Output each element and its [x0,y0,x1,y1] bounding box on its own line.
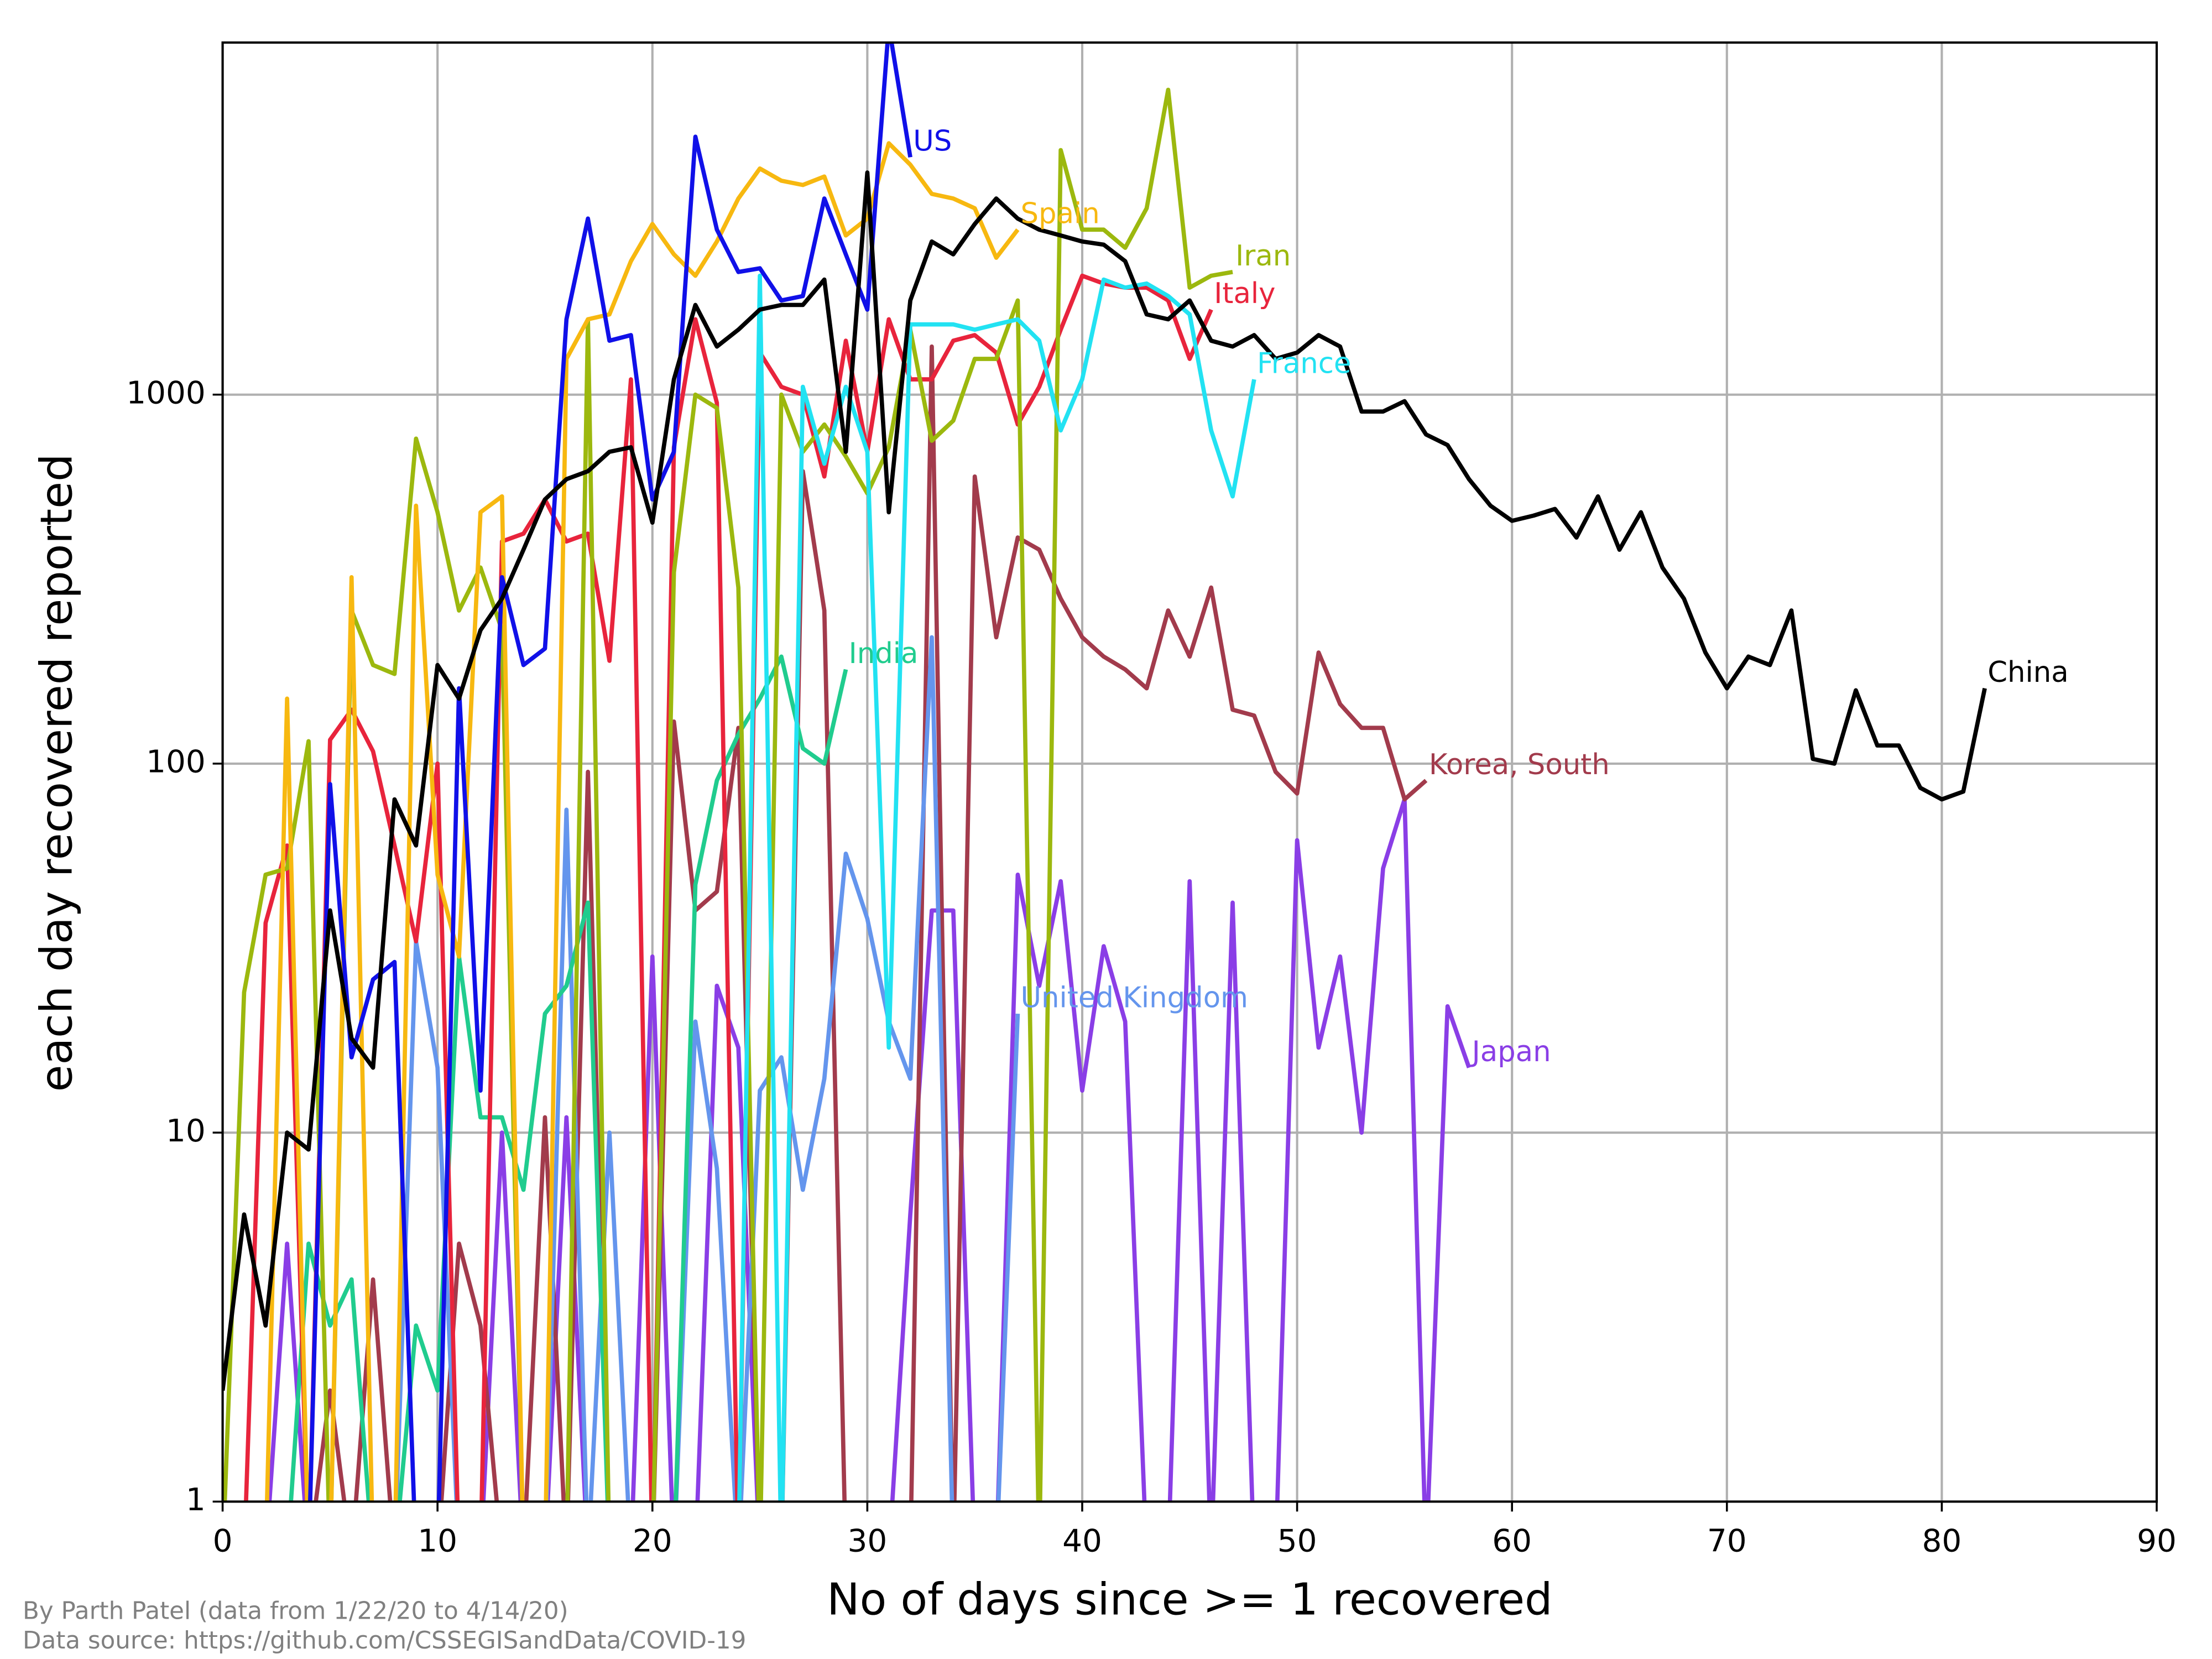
x-tick-label: 70 [1707,1523,1747,1559]
x-tick-label: 0 [213,1523,233,1559]
y-tick-label: 1000 [126,375,206,411]
series-label: Japan [1470,1035,1551,1068]
x-tick-label: 60 [1492,1523,1532,1559]
series-line [737,273,1256,1502]
x-tick-label: 80 [1922,1523,1962,1559]
series-line [222,87,1233,1502]
series-label: India [849,637,919,670]
y-tick-label: 100 [146,744,206,780]
series-label: China [1987,656,2068,689]
y-tick-label: 10 [166,1113,206,1149]
axes-frame [221,41,2158,1503]
ticks: 0 10 20 30 40 50 60 70 80 90 1 10 100 1000 [126,375,2177,1559]
series-line [222,170,1987,1391]
footnote: By Parth Patel (data from 1/22/20 to 4/1… [23,1597,568,1625]
series-label: Italy [1214,277,1275,310]
plot-area [222,42,1987,1502]
series-label: US [913,125,952,158]
x-tick-label: 30 [847,1523,887,1559]
x-tick-label: 20 [633,1523,672,1559]
x-tick-label: 40 [1062,1523,1102,1559]
footnote: Data source: https://github.com/CSSEGISa… [23,1627,746,1655]
x-axis-label: No of days since >= 1 recovered [827,1573,1552,1625]
series-line [264,141,1020,1502]
series-line [308,42,912,1502]
series-label: Korea, South [1429,748,1610,781]
x-tick-label: 50 [1277,1523,1317,1559]
series-line [314,344,1428,1502]
series-label: France [1257,347,1351,380]
series-label: Spain [1021,197,1100,231]
series-label: Iran [1235,239,1291,273]
x-tick-label: 90 [2137,1523,2177,1559]
y-tick-label: 1 [186,1482,206,1518]
series-label: United Kingdom [1021,981,1248,1014]
x-tick-label: 10 [418,1523,457,1559]
y-axis-label: each day recovered reported [31,453,82,1092]
